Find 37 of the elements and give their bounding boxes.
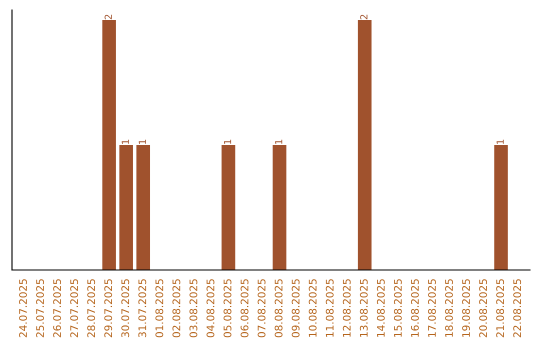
x-tick-label: 29.07.2025 bbox=[104, 279, 112, 338]
x-tick-label: 28.07.2025 bbox=[87, 279, 96, 338]
x-tick-label: 13.08.2025 bbox=[360, 279, 368, 337]
data-label: 1 bbox=[138, 140, 146, 144]
x-tick-label: 17.08.2025 bbox=[428, 279, 436, 337]
x-tick-label: 09.08.2025 bbox=[292, 279, 300, 338]
data-label: 1 bbox=[275, 140, 282, 144]
data-label: 2 bbox=[360, 14, 368, 20]
x-tick-label: 27.07.2025 bbox=[70, 279, 78, 338]
x-tick-label: 12.08.2025 bbox=[342, 279, 351, 337]
x-tick-label: 01.08.2025 bbox=[155, 279, 164, 338]
x-tick-label: 07.08.2025 bbox=[258, 279, 266, 338]
x-tick-label: 25.07.2025 bbox=[36, 279, 44, 338]
x-tick-label: 15.08.2025 bbox=[394, 279, 402, 337]
x-tick-label: 31.07.2025 bbox=[138, 279, 146, 338]
x-tick-label: 19.08.2025 bbox=[462, 279, 470, 337]
x-tick-label: 05.08.2025 bbox=[224, 279, 232, 338]
x-tick-label: 06.08.2025 bbox=[240, 279, 248, 338]
data-label: 1 bbox=[122, 140, 129, 144]
x-tick-label: 21.08.2025 bbox=[496, 279, 504, 338]
x-tick-label: 02.08.2025 bbox=[172, 279, 180, 338]
x-tick-label: 16.08.2025 bbox=[410, 279, 419, 337]
x-tick-label: 26.07.2025 bbox=[53, 279, 62, 338]
x-tick-label: 08.08.2025 bbox=[274, 279, 283, 338]
x-tick-label: 18.08.2025 bbox=[445, 279, 453, 337]
x-tick-label: 11.08.2025 bbox=[326, 279, 334, 337]
data-label: 1 bbox=[496, 140, 504, 144]
x-tick-label: 22.08.2025 bbox=[513, 279, 522, 338]
x-tick-label: 10.08.2025 bbox=[308, 279, 317, 337]
x-tick-label: 03.08.2025 bbox=[189, 279, 198, 338]
x-tick-label: 20.08.2025 bbox=[479, 279, 488, 338]
x-tick-label: 14.08.2025 bbox=[376, 279, 385, 337]
x-tick-label: 30.07.2025 bbox=[121, 279, 130, 338]
x-tick-label: 24.07.2025 bbox=[19, 279, 27, 338]
data-label: 2 bbox=[104, 14, 112, 20]
x-tick-label: 04.08.2025 bbox=[206, 279, 214, 338]
data-label: 1 bbox=[224, 140, 232, 144]
